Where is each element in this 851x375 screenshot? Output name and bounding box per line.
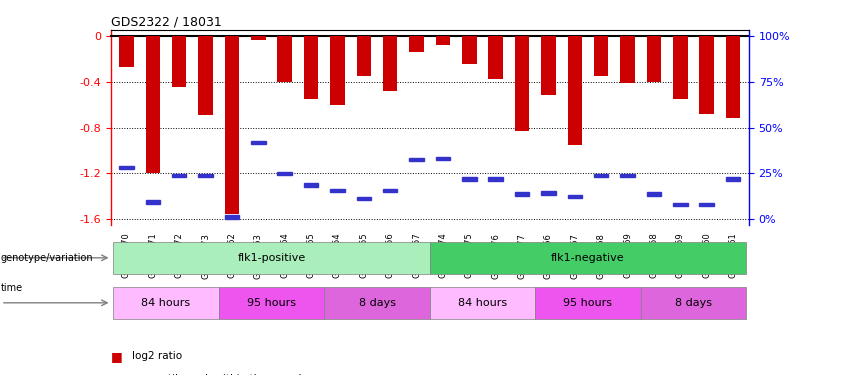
- Bar: [700, 36, 714, 114]
- Bar: [330, 189, 345, 192]
- Bar: [515, 192, 529, 196]
- Bar: [357, 197, 371, 200]
- Text: 84 hours: 84 hours: [458, 298, 507, 308]
- Bar: [330, 36, 345, 105]
- Bar: [304, 36, 318, 99]
- Text: percentile rank within the sample: percentile rank within the sample: [132, 374, 308, 375]
- Bar: [726, 36, 740, 118]
- Bar: [541, 191, 556, 195]
- Bar: [409, 158, 424, 161]
- Text: ■: ■: [111, 372, 123, 375]
- Bar: [647, 192, 661, 196]
- Bar: [146, 200, 160, 204]
- Bar: [324, 287, 430, 319]
- Bar: [172, 36, 186, 87]
- Bar: [383, 189, 397, 192]
- Bar: [225, 36, 239, 213]
- Bar: [219, 287, 324, 319]
- Bar: [568, 195, 582, 198]
- Text: genotype/variation: genotype/variation: [1, 253, 94, 263]
- Text: GDS2322 / 18031: GDS2322 / 18031: [111, 16, 221, 29]
- Bar: [409, 36, 424, 52]
- Bar: [430, 287, 535, 319]
- Text: 8 days: 8 days: [358, 298, 396, 308]
- Text: log2 ratio: log2 ratio: [132, 351, 182, 361]
- Bar: [198, 174, 213, 177]
- Bar: [119, 36, 134, 67]
- Bar: [357, 36, 371, 76]
- Bar: [430, 242, 746, 274]
- Bar: [535, 287, 641, 319]
- Bar: [251, 141, 266, 144]
- Bar: [541, 36, 556, 95]
- Bar: [726, 177, 740, 181]
- Bar: [436, 157, 450, 160]
- Bar: [304, 183, 318, 187]
- Bar: [251, 36, 266, 40]
- Bar: [620, 36, 635, 83]
- Bar: [673, 36, 688, 99]
- Bar: [146, 36, 160, 173]
- Bar: [594, 174, 608, 177]
- Bar: [113, 287, 219, 319]
- Bar: [673, 202, 688, 206]
- Text: ■: ■: [111, 350, 123, 363]
- Bar: [462, 36, 477, 64]
- Bar: [119, 166, 134, 170]
- Text: flk1-positive: flk1-positive: [237, 253, 306, 263]
- Bar: [172, 174, 186, 177]
- Bar: [436, 36, 450, 45]
- Bar: [641, 287, 746, 319]
- Bar: [488, 177, 503, 181]
- Text: 95 hours: 95 hours: [247, 298, 296, 308]
- Bar: [198, 36, 213, 115]
- Bar: [515, 36, 529, 131]
- Bar: [488, 36, 503, 80]
- Bar: [620, 174, 635, 177]
- Bar: [462, 177, 477, 181]
- Text: 8 days: 8 days: [675, 298, 712, 308]
- Bar: [700, 202, 714, 206]
- Bar: [225, 215, 239, 219]
- Text: time: time: [1, 283, 23, 293]
- Bar: [594, 36, 608, 76]
- Text: 95 hours: 95 hours: [563, 298, 613, 308]
- Bar: [277, 36, 292, 82]
- Bar: [113, 242, 430, 274]
- Text: 84 hours: 84 hours: [141, 298, 191, 308]
- Text: flk1-negative: flk1-negative: [551, 253, 625, 263]
- Bar: [647, 36, 661, 82]
- Bar: [568, 36, 582, 145]
- Bar: [383, 36, 397, 91]
- Bar: [277, 172, 292, 175]
